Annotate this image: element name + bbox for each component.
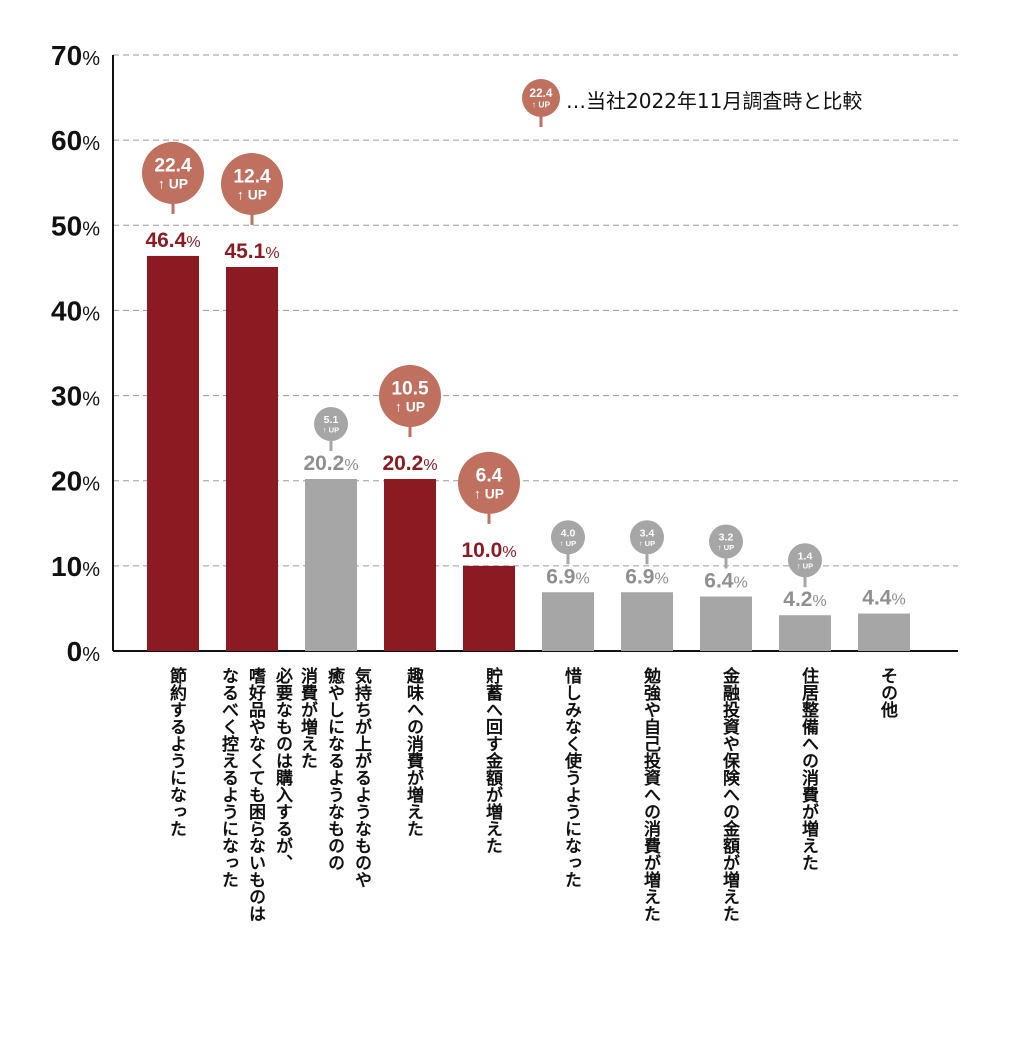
badge-value: 12.4 xyxy=(233,166,271,187)
category-label: 趣味への消費が増えた xyxy=(403,666,425,837)
bar xyxy=(305,479,357,651)
bar xyxy=(858,613,910,651)
legend-text: …当社2022年11月調査時と比較 xyxy=(566,89,862,113)
badge-up-label: ↑ UP xyxy=(237,187,267,203)
badge-up-label: ↑ UP xyxy=(395,399,425,415)
badge-circle xyxy=(551,520,585,555)
badge-circle xyxy=(314,407,348,442)
badge-circle xyxy=(522,79,560,117)
badge-up-label: ↑ UP xyxy=(639,539,655,548)
category-label: 癒やしになるようなものの xyxy=(324,666,345,871)
y-tick-label: 30% xyxy=(51,381,100,412)
badge-up-label: ↑ UP xyxy=(718,543,734,552)
badge-value: 1.4 xyxy=(798,550,813,562)
category-label: 消費が増えた xyxy=(297,666,318,769)
y-tick-label: 10% xyxy=(51,551,100,582)
increase-badge: 3.2↑ UP xyxy=(709,524,743,569)
increase-badge: 22.4↑ UP xyxy=(142,141,204,214)
bar-value-label: 10.0% xyxy=(461,539,516,562)
bar xyxy=(542,592,594,651)
category-label: なるべく控えるようになった xyxy=(218,667,239,888)
y-tick-label: 50% xyxy=(51,210,100,241)
bar-value-label: 6.4% xyxy=(704,570,747,593)
category-label: その他 xyxy=(877,667,899,718)
badge-circle xyxy=(630,520,664,555)
bar-value-label: 4.2% xyxy=(783,588,826,611)
badge-circle xyxy=(458,451,520,514)
badge-value: 4.0 xyxy=(561,527,576,539)
increase-badge: 5.1↑ UP xyxy=(314,407,348,452)
bar xyxy=(700,596,752,651)
badge-value: 3.2 xyxy=(719,532,734,544)
bar-value-label: 46.4% xyxy=(145,229,200,252)
category-label: 気持ちが上がるようなものや xyxy=(351,666,373,888)
badge-value: 22.4 xyxy=(530,87,553,100)
category-label: 金融投資や保険への金額が増えた xyxy=(719,666,741,922)
badge-up-label: ↑ UP xyxy=(532,100,551,110)
bar xyxy=(463,565,515,651)
bar-value-label: 6.9% xyxy=(625,565,668,588)
category-label: 必要なものは購入するが、 xyxy=(272,666,294,871)
badge-circle xyxy=(221,153,283,216)
bar-value-label: 20.2% xyxy=(303,452,358,475)
y-tick-label: 40% xyxy=(51,295,100,326)
badge-up-label: ↑ UP xyxy=(560,539,576,548)
badge-value: 22.4 xyxy=(154,155,192,176)
bar xyxy=(226,267,278,651)
badge-circle xyxy=(142,141,204,204)
increase-badge: 10.5↑ UP xyxy=(379,365,441,438)
bar xyxy=(147,255,199,652)
category-label: 貯蓄へ回す金額が増えた xyxy=(482,666,504,854)
bar xyxy=(779,615,831,651)
increase-badge: 1.4↑ UP xyxy=(788,543,822,588)
badge-value: 10.5 xyxy=(391,378,429,399)
badge-value: 3.4 xyxy=(640,527,655,539)
category-label: 嗜好品やなくても困らないものは xyxy=(245,667,267,922)
badge-circle xyxy=(788,543,822,578)
increase-badge: 3.4↑ UP xyxy=(630,520,664,565)
y-tick-label: 0% xyxy=(67,636,101,667)
y-tick-label: 70% xyxy=(51,40,100,71)
badge-up-label: ↑ UP xyxy=(323,426,339,435)
bar-value-label: 45.1% xyxy=(224,240,279,263)
category-label: 勉強や自己投資への消費が増えた xyxy=(640,666,662,922)
increase-badge: 6.4↑ UP xyxy=(458,451,520,524)
bar-value-label: 20.2% xyxy=(382,452,437,475)
bar xyxy=(384,479,436,651)
category-label: 節約するようになった xyxy=(166,666,188,837)
badge-value: 6.4 xyxy=(476,465,503,486)
badge-value: 5.1 xyxy=(324,414,339,426)
legend-badge: 22.4↑ UP xyxy=(522,79,560,127)
bar-value-label: 4.4% xyxy=(862,587,905,610)
badge-circle xyxy=(709,524,743,559)
bar xyxy=(621,592,673,651)
increase-badge: 12.4↑ UP xyxy=(221,153,283,226)
badge-up-label: ↑ UP xyxy=(797,562,813,571)
bar-value-label: 6.9% xyxy=(546,565,589,588)
y-tick-label: 60% xyxy=(51,125,100,156)
badge-circle xyxy=(379,365,441,428)
category-label: 惜しみなく使うようになった xyxy=(561,666,583,888)
badge-up-label: ↑ UP xyxy=(158,175,188,191)
increase-badge: 4.0↑ UP xyxy=(551,520,585,565)
category-label: 住居整備への消費が増えた xyxy=(798,666,819,871)
y-tick-label: 20% xyxy=(51,466,100,497)
badge-up-label: ↑ UP xyxy=(474,485,504,501)
